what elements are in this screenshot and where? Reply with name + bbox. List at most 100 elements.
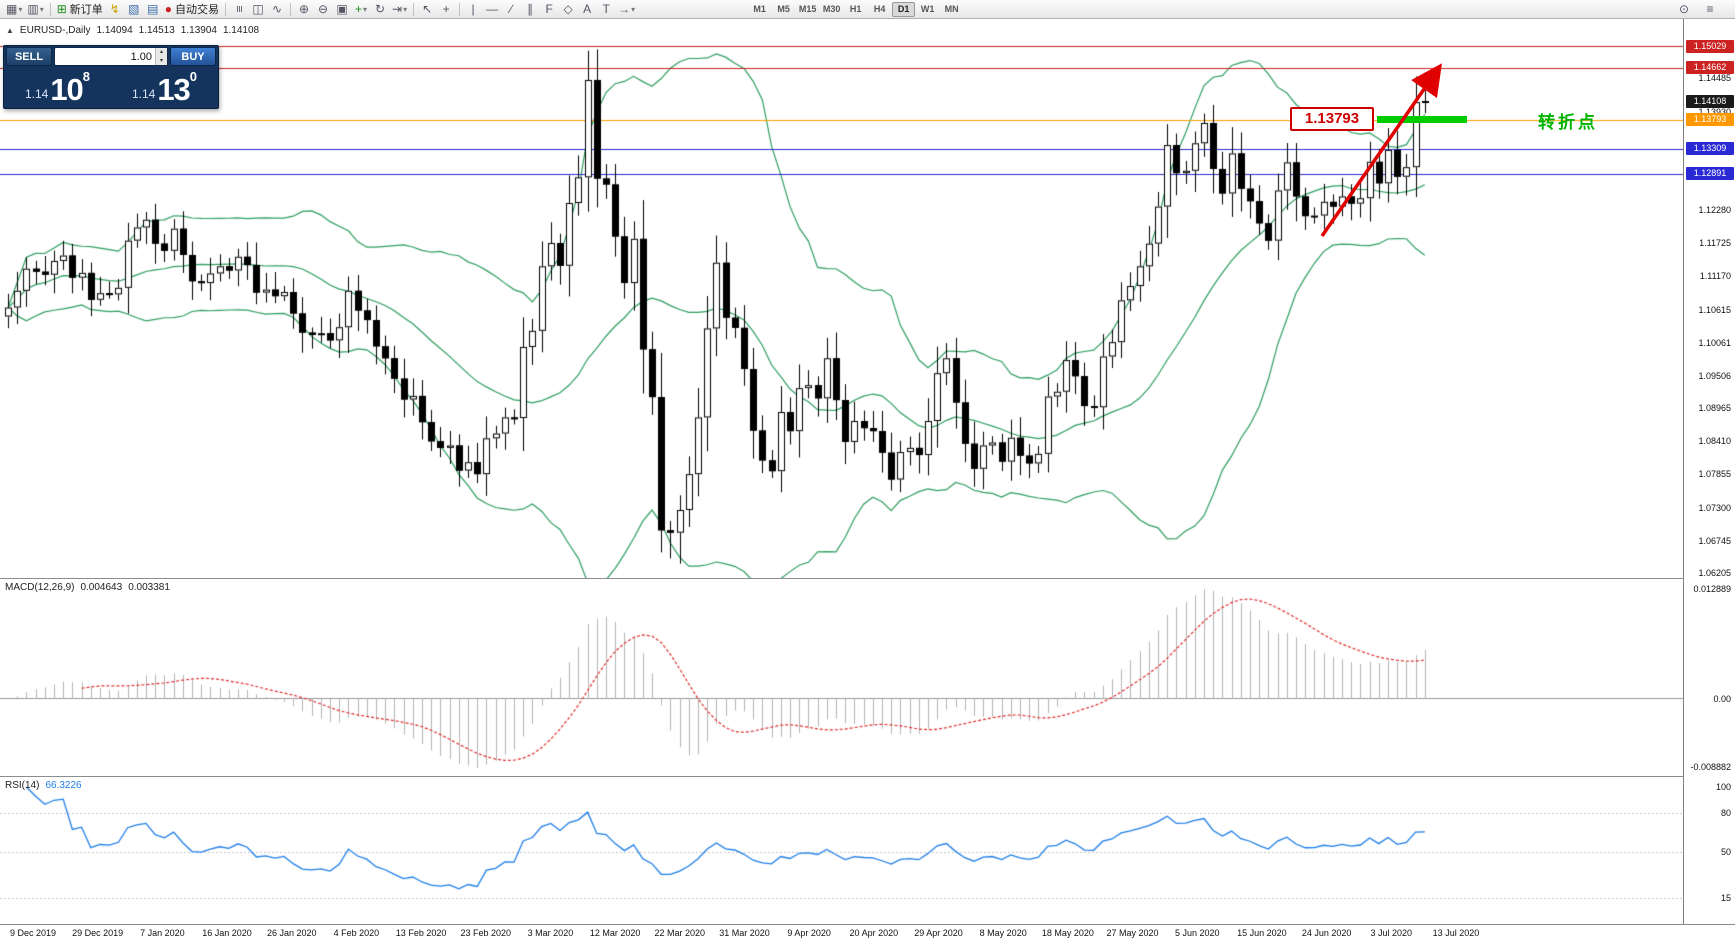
buy-price-small: 1.14 [131,87,156,101]
vertical-line-icon: | [471,2,475,16]
fibonacci-tool-button[interactable]: F [540,1,558,18]
price-tick: 1.10615 [1698,304,1731,315]
date-label: 4 Feb 2020 [333,928,380,938]
arrows-tool-button[interactable]: → ▾ [616,1,637,18]
rsi-axis-tick: 15 [1720,892,1731,903]
panel-separator[interactable] [0,578,1735,579]
add-indicator-button[interactable]: + ▾ [352,1,370,18]
auto-scroll-button[interactable]: ↻ [371,1,389,18]
price-level-tag: 1.13793 [1686,113,1734,127]
timeframe-d1-button[interactable]: D1 [892,1,916,17]
open-value: 1.14094 [96,25,133,36]
line-chart-button[interactable]: ∿ [268,1,286,18]
price-level-tag: 1.13309 [1686,142,1734,156]
new-order-button[interactable]: ⊞ 新订单 [55,1,105,18]
channel-icon: ∥ [527,2,534,16]
strategy-tester-button[interactable]: ▧ [125,1,143,18]
profiles-button[interactable]: ▥ ▾ [25,1,45,18]
horizontal-line-tool-button[interactable]: — [483,1,501,18]
new-order-icon: ⊞ [56,2,67,16]
toolbar-separator [225,2,227,16]
bar-chart-button[interactable]: ≡ [230,1,248,18]
price-tick: 1.06205 [1698,568,1731,578]
timeframe-m15-button[interactable]: M15 [798,4,817,14]
price-level-callout[interactable]: 1.13793 [1290,107,1374,131]
main-toolbar: ▦ ▾ ▥ ▾ ⊞ 新订单 ↯ ▧ ▤ ● 自动交易 ≡ ◫ ∿ ⊕ ⊖ ▣ + ▾ ↻ … [0,0,1735,19]
one-click-trading-panel: SELL 1.00 ▴ ▾ BUY 1.14 10 8 1.14 13 0 [3,45,219,109]
shapes-tool-button[interactable]: ◇ [559,1,577,18]
buy-price-sup: 0 [189,69,198,84]
timeframe-mn-button[interactable]: MN [944,4,959,14]
turning-point-segment[interactable] [1377,116,1467,123]
chevron-down-icon: ▾ [39,4,44,14]
expert-advisors-button[interactable]: ↯ [106,1,124,18]
macd-name: MACD(12,26,9) [5,582,75,593]
auto-trading-button[interactable]: ● 自动交易 [163,1,221,18]
main-price-chart[interactable] [0,19,1683,578]
rsi-indicator-panel[interactable] [0,777,1683,924]
new-chart-icon: ▦ [6,2,18,16]
arrows-tool-icon: → [618,2,631,16]
sell-price-big: 10 [50,72,83,107]
new-chart-button[interactable]: ▦ ▾ [4,1,24,18]
price-level-tag: 1.12891 [1686,167,1734,181]
zoom-out-button[interactable]: ⊖ [314,1,332,18]
timeframe-group: M1 M5 M15 M30 H1 H4 D1 W1 MN [748,1,963,17]
crosshair-tool-button[interactable]: + [437,1,455,18]
macd-indicator-panel[interactable] [0,579,1683,776]
turning-point-label[interactable]: 转折点 [1538,113,1598,132]
lot-increase-button[interactable]: ▴ [156,48,167,57]
lot-decrease-button[interactable]: ▾ [156,56,167,65]
timeframe-h1-button[interactable]: H1 [849,4,862,14]
close-value: 1.14108 [222,25,260,36]
trend-arrow[interactable] [1290,47,1460,262]
toolbar-right-group: ⊙ ≡ [1675,1,1719,18]
vertical-line-tool-button[interactable]: | [464,1,482,18]
shapes-icon: ◇ [563,2,573,16]
price-tick: 1.10061 [1698,337,1731,348]
price-tick: 1.09506 [1698,370,1731,381]
price-tick: 1.11170 [1699,271,1731,282]
lot-size-field[interactable]: 1.00 ▴ ▾ [54,47,168,66]
label-tool-button[interactable]: T [597,1,615,18]
chart-shift-button[interactable]: ⇥ ▾ [390,1,409,18]
new-order-label: 新订单 [69,4,103,16]
timeframe-m5-button[interactable]: M5 [777,4,790,14]
date-label: 29 Apr 2020 [914,928,963,938]
menu-button[interactable]: ≡ [1701,1,1719,18]
cursor-tool-button[interactable]: ↖ [418,1,436,18]
panel-separator[interactable] [0,776,1735,777]
menu-icon: ≡ [1706,2,1714,16]
symbol-period-label: EURUSD-,Daily [19,25,91,36]
timeframe-m1-button[interactable]: M1 [753,4,766,14]
macd-label: MACD(12,26,9) 0.004643 0.003381 [5,582,170,593]
chart-window: ▲ EURUSD-,Daily 1.14094 1.14513 1.13904 … [0,19,1735,942]
rsi-axis-tick: 100 [1715,782,1731,792]
date-label: 31 Mar 2020 [719,928,770,938]
candlestick-chart-button[interactable]: ◫ [249,1,267,18]
time-axis[interactable]: 9 Dec 2019 29 Dec 2019 7 Jan 2020 16 Jan 20… [0,924,1735,942]
channel-tool-button[interactable]: ∥ [521,1,539,18]
sell-button[interactable]: SELL [6,47,52,66]
market-watch-button[interactable]: ▤ [144,1,162,18]
chevron-down-icon: ▾ [363,4,368,14]
zoom-in-button[interactable]: ⊕ [295,1,313,18]
lot-value[interactable]: 1.00 [130,50,152,63]
price-axis[interactable]: 1.14485 1.13930 1.12280 1.11725 1.11170 1.106… [1683,19,1735,924]
tile-windows-button[interactable]: ▣ [333,1,351,18]
timeframe-m30-button[interactable]: M30 [822,4,841,14]
date-label: 12 Mar 2020 [589,928,641,938]
timeframe-w1-button[interactable]: W1 [920,4,935,14]
high-value: 1.14513 [138,25,175,36]
sell-price-display[interactable]: 1.14 10 8 [4,67,111,108]
strategy-tester-icon: ▧ [128,2,140,16]
search-button[interactable]: ⊙ [1675,1,1693,18]
timeframe-h4-button[interactable]: H4 [873,4,886,14]
trendline-tool-button[interactable]: ∕ [502,1,520,18]
buy-button[interactable]: BUY [170,47,216,66]
buy-price-display[interactable]: 1.14 13 0 [111,67,218,108]
date-label: 13 Jul 2020 [1432,928,1480,938]
text-tool-button[interactable]: A [578,1,596,18]
collapse-panel-icon[interactable]: ▲ [6,26,14,35]
price-tick: 1.12280 [1698,205,1731,216]
